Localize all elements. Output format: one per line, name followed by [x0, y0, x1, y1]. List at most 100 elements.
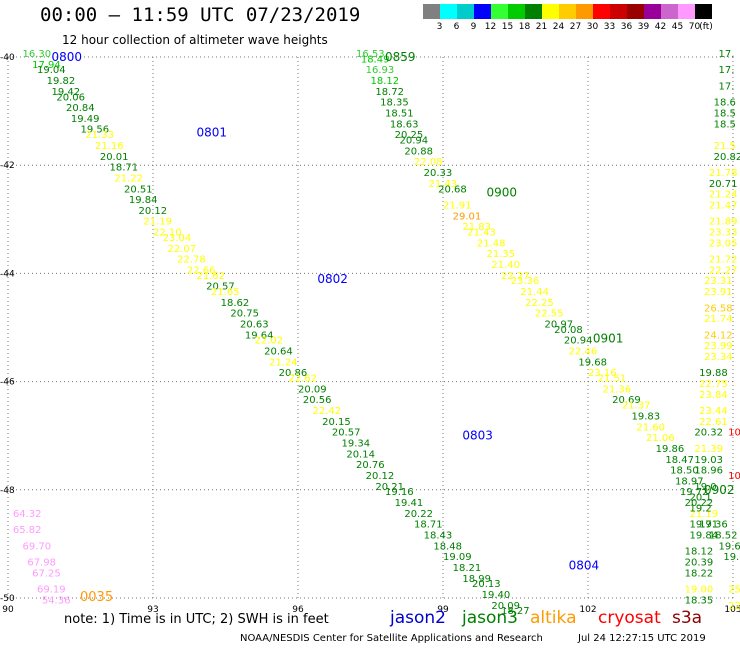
swh-value-label: 19.04 — [37, 65, 66, 76]
swh-value-label: 20.13 — [472, 579, 501, 590]
swh-value-label: 22.55 — [535, 309, 564, 320]
swh-value-label: 21.89 — [709, 217, 738, 228]
swh-value-label: 23.31 — [704, 276, 733, 287]
swh-value-label: 22.10 — [153, 228, 182, 239]
swh-value-label: 18.5 — [714, 119, 736, 130]
swh-value-label: 19.34 — [342, 439, 371, 450]
scale-swatch — [678, 4, 695, 19]
scale-swatch — [491, 4, 508, 19]
pass-time-label: 0902 — [704, 483, 735, 497]
swh-value-label: 21.40 — [491, 260, 520, 271]
x-tick-label: 90 — [2, 605, 14, 615]
swh-value-label: 10 — [728, 428, 740, 439]
scale-tick-label: 24 — [552, 22, 565, 32]
swh-value-label: 22.25 — [525, 298, 554, 309]
legend-item-jason3: jason3 — [462, 608, 518, 628]
scale-tick-label: 39 — [637, 22, 650, 32]
x-tick-label: 93 — [147, 605, 158, 615]
swh-value-label: 22. — [728, 601, 740, 612]
x-tick-label: 105 — [724, 605, 740, 615]
scale-tick-label: 12 — [484, 22, 497, 32]
swh-value-label: 20.33 — [424, 168, 453, 179]
swh-value-label: 21.65 — [211, 287, 240, 298]
swh-value-label: 19.2 — [690, 503, 712, 514]
swh-value-label: 20.88 — [404, 146, 433, 157]
swh-value-label: 21.74 — [704, 314, 733, 325]
swh-value-label: 21.37 — [622, 401, 651, 412]
swh-value-label: 17. — [719, 81, 735, 92]
swh-value-label: 20.69 — [612, 395, 641, 406]
swh-value-label: 18.47 — [665, 455, 694, 466]
swh-value-label: 23.33 — [709, 228, 738, 239]
swh-value-label: 22.78 — [177, 255, 206, 266]
swh-value-label: 20.97 — [545, 320, 574, 331]
scale-swatch — [644, 4, 661, 19]
credit-line: NOAA/NESDIS Center for Satellite Applica… — [240, 633, 543, 644]
swh-value-label: 20.12 — [139, 206, 168, 217]
swh-value-label: 20.09 — [491, 601, 520, 612]
swh-value-label: 19.41 — [395, 498, 424, 509]
swh-value-label: 20.06 — [56, 92, 85, 103]
swh-value-label: 21.19 — [143, 217, 172, 228]
swh-value-label: 29.01 — [453, 211, 482, 222]
swh-value-label: 18.5 — [714, 109, 736, 120]
swh-value-label: 23.05 — [709, 238, 738, 249]
pass-time-label: 0859 — [385, 50, 416, 64]
swh-value-label: 54.36 — [42, 595, 71, 606]
swh-value-label: 23.99 — [704, 341, 733, 352]
swh-value-label: 20.09 — [298, 384, 327, 395]
swh-value-label: 18.71 — [414, 520, 443, 531]
swh-value-label: 21.44 — [520, 287, 549, 298]
x-tick-label: 99 — [437, 605, 449, 615]
y-tick-label: -44 — [0, 269, 15, 279]
swh-value-label: 23.91 — [704, 287, 733, 298]
swh-value-label: 22.27 — [709, 265, 738, 276]
swh-value-label: 20.84 — [66, 103, 95, 114]
swh-value-label: 20.08 — [554, 325, 583, 336]
y-tick-label: -50 — [0, 594, 15, 604]
swh-value-label: 20.56 — [303, 395, 332, 406]
scale-swatch — [661, 4, 678, 19]
scale-tick-label: 21 — [535, 22, 548, 32]
swh-value-label: 19.82 — [47, 76, 76, 87]
swh-value-label: 19.84 — [690, 530, 719, 541]
swh-value-label: 22.61 — [699, 417, 728, 428]
scale-tick-label: 36 — [620, 22, 633, 32]
swh-value-label: 21.06 — [646, 433, 675, 444]
swh-value-label: 22.66 — [187, 265, 216, 276]
swh-value-label: 20.25 — [395, 130, 424, 141]
swh-value-label: 23.16 — [588, 368, 617, 379]
swh-value-label: 18.49 — [361, 54, 390, 65]
swh-value-label: 20.64 — [264, 347, 293, 358]
scale-tick-label: 3 — [436, 22, 443, 32]
pass-time-label: 0901 — [593, 331, 624, 345]
swh-value-label: 69.19 — [37, 585, 66, 596]
swh-value-label: 22.27 — [501, 271, 530, 282]
swh-value-label: 18.52 — [709, 530, 738, 541]
swh-value-label: 21.39 — [694, 444, 723, 455]
swh-value-label: 22.08 — [414, 157, 443, 168]
swh-value-label: 18.50 — [670, 466, 699, 477]
pass-time-label: 0900 — [487, 185, 518, 199]
scale-swatch — [525, 4, 542, 19]
swh-value-label: 21.72 — [709, 255, 738, 266]
swh-value-label: 23.04 — [163, 233, 192, 244]
swh-value-label: 19.83 — [632, 411, 661, 422]
y-tick-label: -46 — [0, 378, 15, 388]
swh-value-label: 16.93 — [366, 65, 395, 76]
swh-value-label: 26.58 — [704, 303, 733, 314]
swh-value-label: 19.40 — [482, 590, 511, 601]
swh-value-label: 18.27 — [501, 606, 530, 617]
swh-value-label: 21.35 — [487, 249, 516, 260]
legend-item-s3a: s3a — [672, 608, 703, 628]
scale-swatch — [440, 4, 457, 19]
legend-item-cryosat: cryosat — [598, 608, 661, 628]
scale-tick-label: 9 — [470, 22, 477, 32]
swh-value-label: 21.5 — [714, 141, 736, 152]
swh-value-label: 18.22 — [685, 568, 714, 579]
scale-tick-label: 18 — [518, 22, 531, 32]
swh-value-label: 18.21 — [453, 563, 482, 574]
swh-value-label: 21.83 — [462, 222, 491, 233]
swh-value-label: 18.62 — [221, 298, 250, 309]
swh-value-label: 21.33 — [85, 130, 114, 141]
